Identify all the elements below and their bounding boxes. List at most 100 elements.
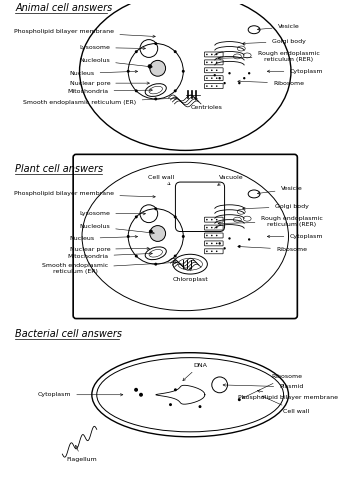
Circle shape xyxy=(149,230,153,234)
Text: Cell wall: Cell wall xyxy=(262,396,310,414)
Circle shape xyxy=(238,82,240,84)
Circle shape xyxy=(150,226,166,242)
Circle shape xyxy=(169,403,172,406)
Text: Vacuole: Vacuole xyxy=(218,174,244,186)
Circle shape xyxy=(135,90,138,92)
Text: Phospholipid bilayer membrane: Phospholipid bilayer membrane xyxy=(14,192,155,198)
Text: DNA: DNA xyxy=(183,362,207,380)
Circle shape xyxy=(223,247,226,250)
Text: Lysosome: Lysosome xyxy=(79,45,145,50)
Text: Nucleus: Nucleus xyxy=(70,236,138,241)
Text: Nucleus: Nucleus xyxy=(70,70,138,75)
Circle shape xyxy=(174,254,177,258)
Circle shape xyxy=(211,54,213,55)
Circle shape xyxy=(139,393,143,396)
Text: Plant cell answers: Plant cell answers xyxy=(15,164,103,174)
Circle shape xyxy=(228,238,231,240)
Circle shape xyxy=(174,216,177,218)
Text: Chloroplast: Chloroplast xyxy=(172,268,208,281)
Circle shape xyxy=(216,54,217,55)
Circle shape xyxy=(211,227,213,228)
Circle shape xyxy=(211,250,213,252)
Circle shape xyxy=(174,50,177,53)
Circle shape xyxy=(154,42,157,45)
Circle shape xyxy=(223,82,226,84)
Circle shape xyxy=(216,70,217,71)
Circle shape xyxy=(127,235,130,238)
Circle shape xyxy=(206,54,208,55)
Circle shape xyxy=(198,405,202,408)
Circle shape xyxy=(216,234,217,236)
Text: Vesicle: Vesicle xyxy=(257,186,302,194)
Text: Centrioles: Centrioles xyxy=(191,98,223,110)
Circle shape xyxy=(135,254,138,258)
Circle shape xyxy=(216,242,217,244)
Circle shape xyxy=(228,72,231,74)
Circle shape xyxy=(174,388,177,392)
Circle shape xyxy=(248,72,250,74)
Circle shape xyxy=(214,74,216,76)
Circle shape xyxy=(216,86,217,87)
Text: Mitochondria: Mitochondria xyxy=(67,252,152,259)
Text: Animal cell answers: Animal cell answers xyxy=(15,3,112,13)
Text: Lysosome: Lysosome xyxy=(79,211,145,216)
Circle shape xyxy=(248,238,250,240)
Text: Cell wall: Cell wall xyxy=(148,174,174,184)
Text: Flagellum: Flagellum xyxy=(67,446,97,462)
Circle shape xyxy=(238,398,241,401)
Text: Nuclear pore: Nuclear pore xyxy=(70,247,149,252)
Text: Bacterial cell answers: Bacterial cell answers xyxy=(15,330,122,340)
Text: Cytoplasm: Cytoplasm xyxy=(267,69,323,74)
Text: Rough endoplasmic
reticulum (RER): Rough endoplasmic reticulum (RER) xyxy=(218,216,322,227)
Circle shape xyxy=(211,70,213,71)
Circle shape xyxy=(206,227,208,228)
Circle shape xyxy=(154,208,157,210)
Circle shape xyxy=(216,62,217,63)
Text: Phospholipid bilayer membrane: Phospholipid bilayer membrane xyxy=(239,390,339,400)
Text: Golgi body: Golgi body xyxy=(243,39,305,44)
Text: Plasmid: Plasmid xyxy=(223,384,304,390)
Circle shape xyxy=(238,245,240,248)
Circle shape xyxy=(216,227,217,228)
Circle shape xyxy=(174,90,177,92)
Circle shape xyxy=(206,219,208,220)
Circle shape xyxy=(243,77,245,80)
Text: Smooth endoplasmic
reticulum (ER): Smooth endoplasmic reticulum (ER) xyxy=(42,262,177,274)
Text: Cytoplasm: Cytoplasm xyxy=(267,234,323,239)
Circle shape xyxy=(211,86,213,87)
Text: Phospholipid bilayer membrane: Phospholipid bilayer membrane xyxy=(14,29,155,38)
Text: Vesicle: Vesicle xyxy=(257,24,299,30)
Text: Ribosome: Ribosome xyxy=(243,374,302,398)
Text: Smooth endoplasmic reticulum (ER): Smooth endoplasmic reticulum (ER) xyxy=(23,97,177,106)
Circle shape xyxy=(150,60,166,76)
Circle shape xyxy=(206,242,208,244)
Circle shape xyxy=(219,77,221,80)
Text: Ribosome: Ribosome xyxy=(238,80,304,86)
Circle shape xyxy=(182,235,185,238)
Circle shape xyxy=(206,234,208,236)
Circle shape xyxy=(216,250,217,252)
Circle shape xyxy=(211,219,213,220)
Circle shape xyxy=(154,98,157,100)
Circle shape xyxy=(211,242,213,244)
Circle shape xyxy=(211,234,213,236)
Circle shape xyxy=(206,70,208,71)
Circle shape xyxy=(216,219,217,220)
Circle shape xyxy=(148,64,152,68)
Circle shape xyxy=(154,262,157,266)
Circle shape xyxy=(206,250,208,252)
Text: Cytoplasm: Cytoplasm xyxy=(38,392,123,397)
Circle shape xyxy=(134,388,138,392)
Circle shape xyxy=(135,216,138,218)
Circle shape xyxy=(135,50,138,53)
Circle shape xyxy=(216,78,217,79)
Circle shape xyxy=(206,86,208,87)
Text: Nuclear pore: Nuclear pore xyxy=(70,80,149,86)
Circle shape xyxy=(127,70,130,72)
Text: Nucleolus: Nucleolus xyxy=(79,58,152,68)
Text: Golgi body: Golgi body xyxy=(243,204,309,210)
Circle shape xyxy=(211,78,213,79)
Circle shape xyxy=(206,62,208,63)
Circle shape xyxy=(206,78,208,79)
Text: Rough endoplasmic
reticulum (RER): Rough endoplasmic reticulum (RER) xyxy=(218,51,319,62)
